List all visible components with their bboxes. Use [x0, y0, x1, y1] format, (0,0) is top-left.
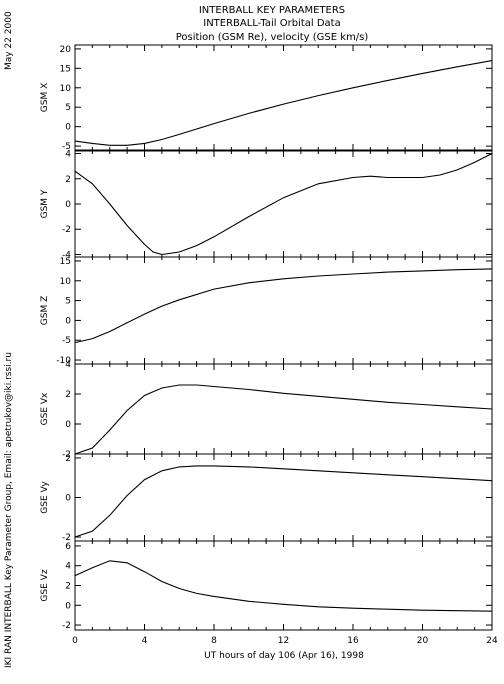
- x-tick-label: 20: [417, 636, 429, 646]
- y-tick-label: 10: [60, 277, 72, 287]
- y-axis-label: GSE Vy: [40, 481, 50, 514]
- y-axis-label: GSM X: [40, 83, 50, 112]
- panel-frame: [74, 256, 493, 365]
- y-tick-label: 2: [65, 582, 71, 592]
- series-line: [74, 560, 493, 612]
- x-tick-label: 24: [486, 636, 498, 646]
- panel-frame: [74, 150, 493, 258]
- y-tick-label: 6: [65, 542, 71, 552]
- y-tick-label: 0: [65, 123, 71, 133]
- chart-title: INTERBALL KEY PARAMETERS: [199, 5, 345, 16]
- y-tick-label: 2: [65, 390, 71, 400]
- y-tick-label: -10: [56, 356, 71, 366]
- y-tick-label: 0: [65, 200, 71, 210]
- y-tick-label: 0: [65, 420, 71, 430]
- y-tick-label: 5: [65, 297, 71, 307]
- y-tick-label: -2: [62, 621, 71, 631]
- series-line: [74, 384, 493, 455]
- series-line: [74, 153, 493, 256]
- y-axis-label: GSE Vz: [40, 569, 50, 601]
- panel-frame: [74, 44, 493, 151]
- date-stamp: May 22 2000: [4, 11, 14, 70]
- y-tick-label: -2: [62, 450, 71, 460]
- y-tick-label: 4: [65, 360, 71, 370]
- series-line: [74, 268, 493, 344]
- x-tick-label: 8: [211, 636, 217, 646]
- y-tick-label: -2: [62, 225, 71, 235]
- x-axis-label: UT hours of day 106 (Apr 16), 1998: [204, 651, 364, 661]
- y-tick-label: -5: [62, 336, 71, 346]
- panel-frame: [74, 540, 493, 631]
- y-axis-label: GSM Z: [40, 296, 50, 325]
- y-tick-label: 0: [65, 316, 71, 326]
- chart-subtitle-2: Position (GSM Re), velocity (GSE km/s): [176, 32, 369, 43]
- y-tick-label: 10: [60, 84, 72, 94]
- y-tick-label: 4: [65, 150, 71, 160]
- y-tick-label: 0: [65, 601, 71, 611]
- panel-frame: [74, 453, 493, 542]
- y-tick-label: -4: [62, 250, 71, 260]
- y-tick-label: -2: [62, 533, 71, 543]
- y-tick-label: 15: [60, 64, 71, 74]
- x-tick-label: 0: [72, 636, 78, 646]
- y-tick-label: -5: [62, 142, 71, 152]
- y-axis-label: GSE Vx: [40, 392, 50, 425]
- y-tick-label: 0: [65, 494, 71, 504]
- y-tick-label: 2: [65, 454, 71, 464]
- chart-subtitle: INTERBALL-Tail Orbital Data: [203, 18, 340, 29]
- y-tick-label: 4: [65, 562, 71, 572]
- x-tick-label: 12: [278, 636, 289, 646]
- y-tick-label: 20: [60, 45, 72, 55]
- x-tick-label: 16: [347, 636, 359, 646]
- y-axis-label: GSM Y: [40, 189, 50, 218]
- series-line: [74, 60, 493, 146]
- x-tick-label: 4: [142, 636, 148, 646]
- y-tick-label: 5: [65, 103, 71, 113]
- y-tick-label: 15: [60, 257, 71, 267]
- series-line: [74, 465, 493, 538]
- credit-text: IKI RAN INTERBALL Key Parameter Group, E…: [4, 352, 14, 668]
- panel-frame: [74, 363, 493, 455]
- y-tick-label: 2: [65, 175, 71, 185]
